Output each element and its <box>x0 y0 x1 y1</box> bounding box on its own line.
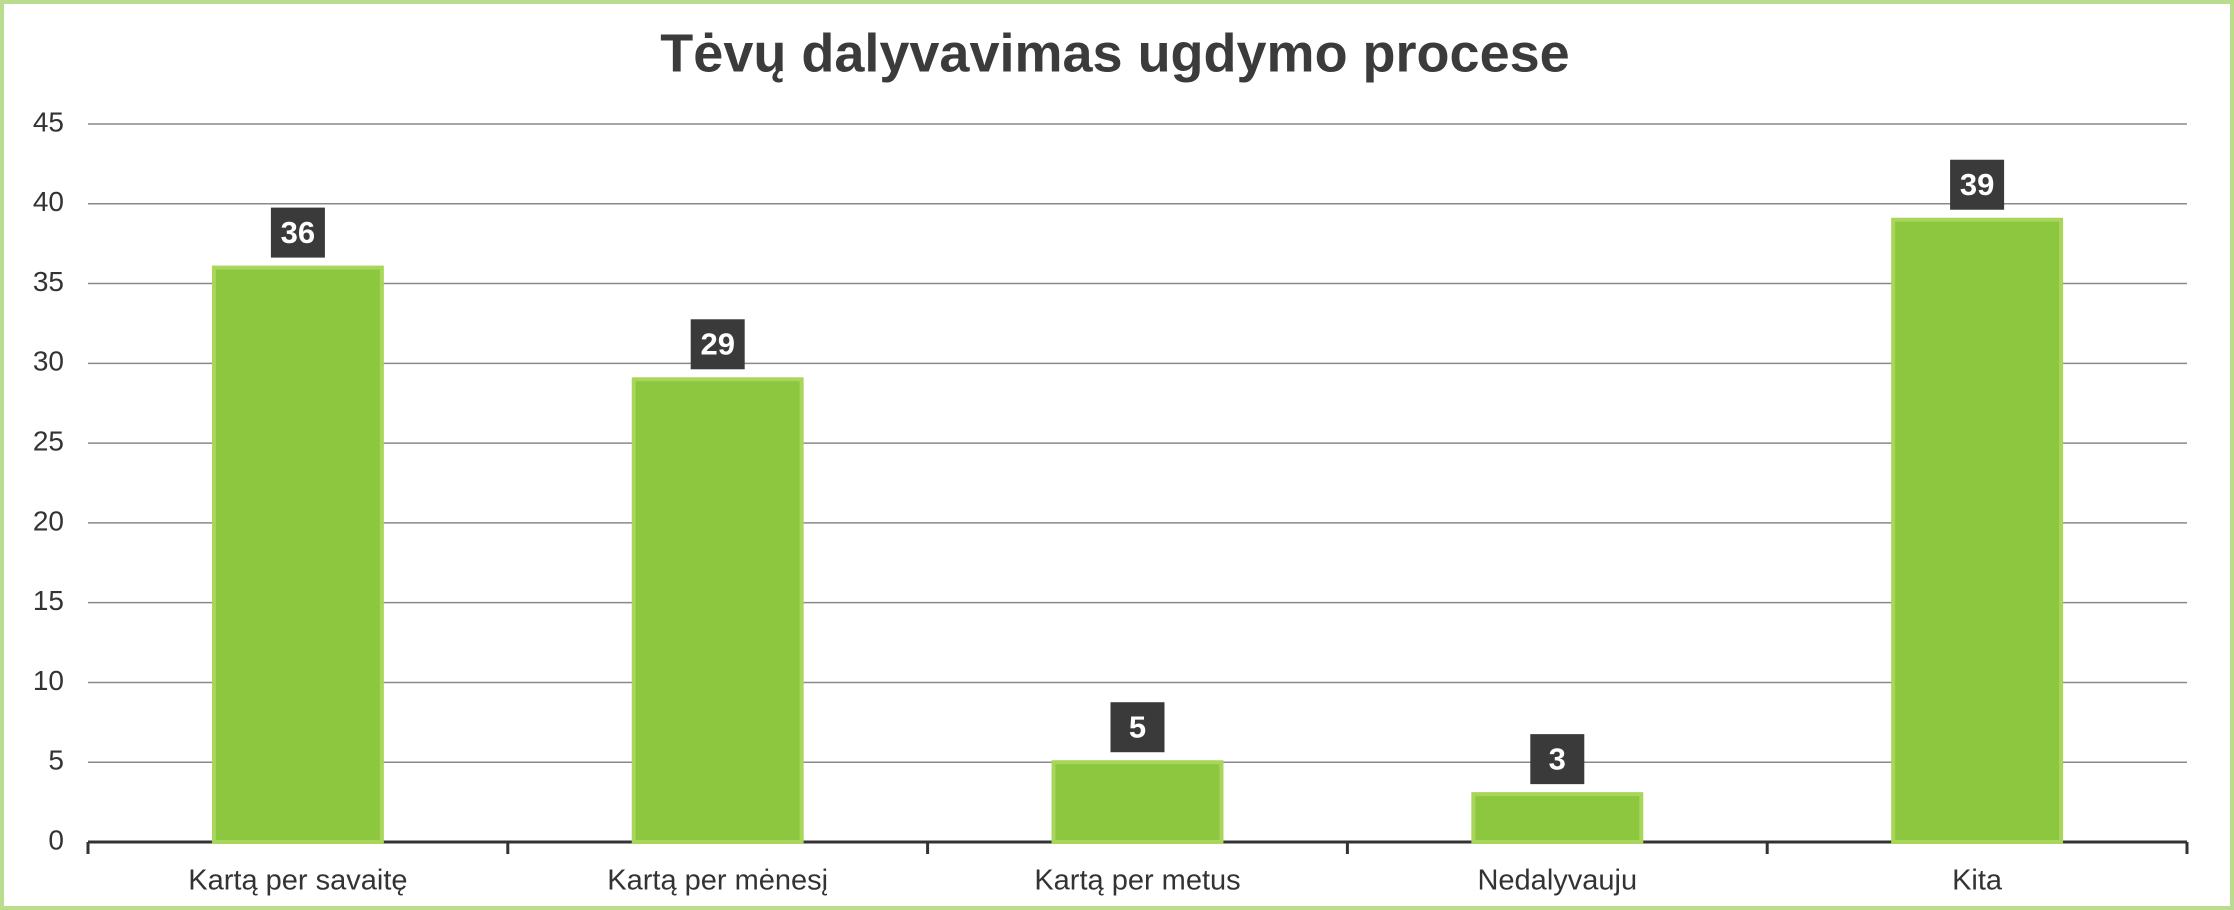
y-tick-label: 15 <box>33 585 64 616</box>
y-tick-label: 35 <box>33 266 64 297</box>
x-tick-label: Kartą per savaitę <box>188 865 407 897</box>
y-tick-label: 45 <box>33 106 64 137</box>
y-tick-label: 5 <box>48 745 64 776</box>
value-label-box <box>270 207 325 258</box>
bar <box>1051 760 1224 845</box>
value-label-box <box>1530 734 1585 785</box>
value-label: 3 <box>1549 741 1566 776</box>
x-tick-label: Nedalyvauju <box>1477 865 1637 897</box>
value-label: 5 <box>1129 709 1146 744</box>
y-tick-label: 10 <box>33 665 64 696</box>
value-label: 29 <box>700 326 734 361</box>
value-label-box <box>1950 159 2005 210</box>
y-tick-label: 25 <box>33 426 64 457</box>
bar <box>211 265 384 845</box>
value-label-box <box>1110 702 1165 753</box>
x-tick-label: Kartą per mėnesį <box>607 865 828 897</box>
value-label: 36 <box>281 215 315 250</box>
chart-title: Tėvų dalyvavimas ugdymo procese <box>660 23 1569 83</box>
y-tick-label: 40 <box>33 186 64 217</box>
y-tick-label: 30 <box>33 346 64 377</box>
bar <box>1891 217 2064 844</box>
x-tick-label: Kita <box>1952 865 2003 897</box>
x-tick-label: Kartą per metus <box>1034 865 1240 897</box>
y-tick-label: 0 <box>48 824 64 855</box>
bar <box>1471 792 1644 845</box>
y-tick-label: 20 <box>33 505 64 536</box>
value-label: 39 <box>1960 167 1994 202</box>
bar <box>631 377 804 844</box>
value-label-box <box>690 319 745 370</box>
